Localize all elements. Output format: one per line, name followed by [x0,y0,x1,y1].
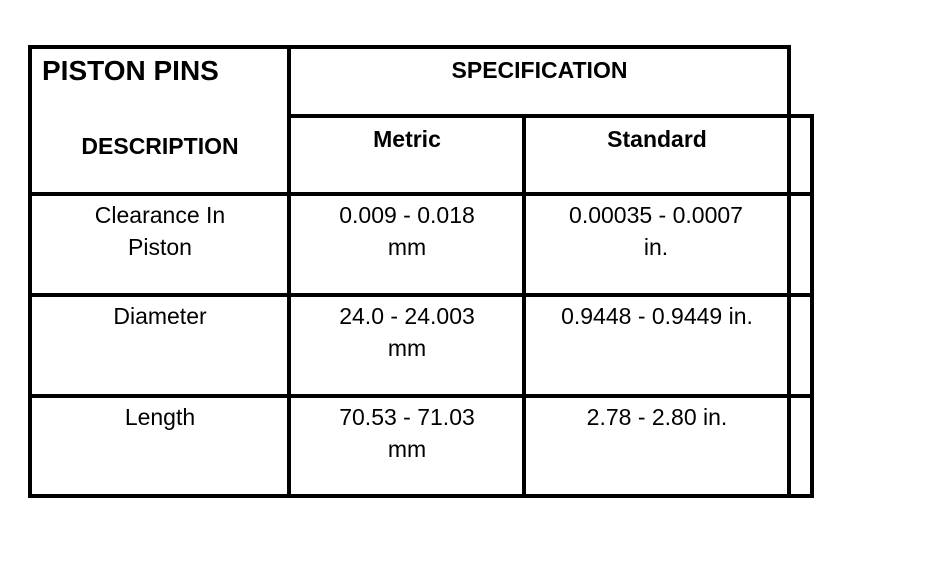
cell: 0.00035 - 0.0007 in. [569,202,743,260]
cell: 24.0 - 24.003 mm [339,303,475,361]
column-header: Standard [607,126,707,152]
cell: 70.53 - 71.03 mm [339,404,475,462]
cell: Diameter [113,303,207,329]
cell: Length [124,404,196,430]
cell: 0.009 - 0.018 mm [339,202,475,260]
cell: 2.78 - 2.80 in. [586,404,728,430]
column-header: Metric [373,126,441,152]
cell: 0.9448 - 0.9449 in. [561,303,753,329]
column-header: DESCRIPTION [81,133,239,159]
group-header: SPECIFICATION [451,57,628,83]
table-title: PISTON PINS [42,55,219,86]
cell: Clearance In Piston [94,202,226,260]
